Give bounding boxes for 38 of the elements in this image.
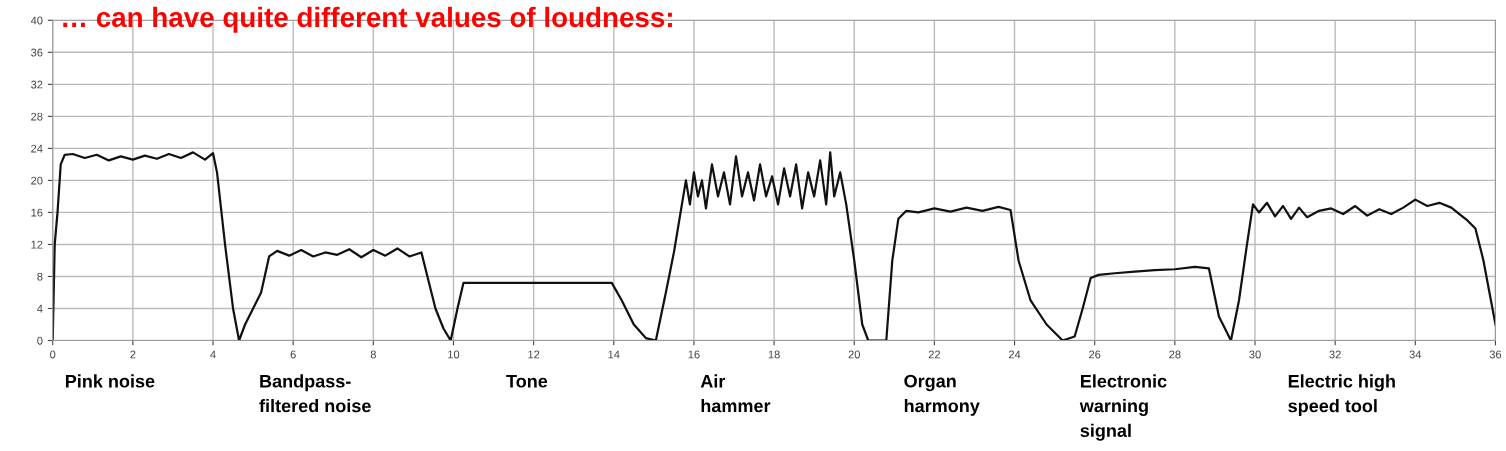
y-tick-label: 24 xyxy=(31,144,43,153)
y-tick-label: 12 xyxy=(31,240,43,249)
y-tick-label: 16 xyxy=(31,208,43,217)
x-tick-label: 28 xyxy=(1169,350,1181,359)
chart-title: … can have quite different values of loudness: xyxy=(63,6,672,33)
y-tick-label: 32 xyxy=(31,80,43,89)
x-tick-label: 22 xyxy=(928,350,941,359)
y-tick-label: 4 xyxy=(37,304,43,313)
x-tick-label: 6 xyxy=(290,350,296,359)
x-tick-label: 2 xyxy=(130,350,136,359)
x-tick-label: 20 xyxy=(848,350,860,359)
x-tick-label: 12 xyxy=(528,350,540,359)
x-tick-label: 36 xyxy=(1489,350,1502,359)
text: Electric high speed tool xyxy=(1288,374,1395,416)
x-tick-label: 32 xyxy=(1329,350,1341,359)
text: Air hammer xyxy=(700,374,771,413)
y-tick-label: 0 xyxy=(37,336,43,345)
x-tick-label: 14 xyxy=(608,350,620,359)
x-tick-label: 30 xyxy=(1249,350,1261,359)
y-tick-label: 36 xyxy=(31,48,43,57)
y-tick-label: 28 xyxy=(31,112,43,121)
x-tick-label: 8 xyxy=(370,350,376,359)
x-tick-label: 4 xyxy=(210,350,216,359)
text: Pink noise xyxy=(65,374,155,388)
x-tick-label: 0 xyxy=(50,350,56,359)
x-tick-label: 16 xyxy=(688,350,700,359)
x-tick-label: 24 xyxy=(1008,350,1021,359)
x-tick-label: 26 xyxy=(1089,350,1101,359)
x-tick-label: 18 xyxy=(768,350,780,359)
x-tick-label: 10 xyxy=(448,350,460,359)
y-tick-label: 40 xyxy=(30,16,43,25)
text: Electronic warning signal xyxy=(1079,374,1167,441)
y-tick-label: 20 xyxy=(31,176,43,185)
text: Organ harmony xyxy=(904,374,980,416)
x-tick-label: 34 xyxy=(1409,350,1422,359)
text: Tone xyxy=(506,374,548,388)
text: Bandpass- filtered noise xyxy=(259,374,371,413)
y-tick-label: 8 xyxy=(37,272,43,281)
